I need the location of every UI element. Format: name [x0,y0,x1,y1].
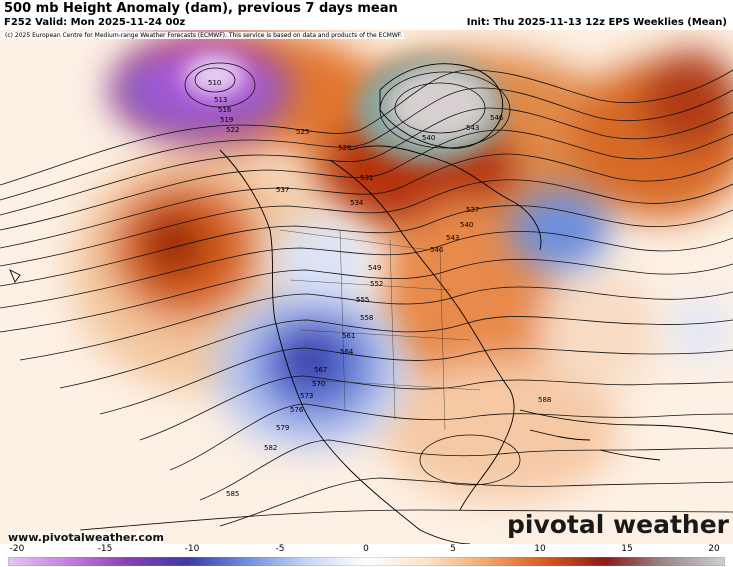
contour-label: 519 [220,116,233,124]
map-title: 500 mb Height Anomaly (dam), previous 7 … [4,1,398,16]
contour-label: 570 [312,380,325,388]
contour-label: 582 [264,444,277,452]
contour-label: 579 [276,424,289,432]
colorbar-ticks: -20 -15 -10 -5 0 5 10 15 20 [0,544,733,556]
contour-label: 537 [466,206,479,214]
contour-label: 522 [226,126,239,134]
contour-label: 555 [356,296,369,304]
contour-label: 516 [218,106,232,114]
colorbar-gradient [8,557,725,566]
colorbar-tick: 0 [363,544,369,554]
contour-label: 561 [342,332,355,340]
copyright-notice: (c) 2025 European Centre for Medium-rang… [3,32,405,39]
contour-label: 537 [276,186,289,194]
colorbar-tick: 20 [708,544,720,554]
contour-label: 558 [360,314,373,322]
contour-label: 552 [370,280,383,288]
contour-labels: 510 513 516 519 522 525 528 531 534 537 … [208,79,551,498]
colorbar-tick: 10 [534,544,546,554]
colorbar-tick: 5 [450,544,456,554]
contour-label: 513 [214,96,227,104]
contour-label: 525 [296,128,309,136]
contour-label: 531 [360,174,373,182]
contour-label: 546 [430,246,444,254]
contour-label: 576 [290,406,304,414]
contour-label: 567 [314,366,327,374]
contour-label: 510 [208,79,221,87]
contour-label: 534 [350,199,364,207]
contour-label: 564 [340,348,354,356]
colorbar-tick: -15 [97,544,113,554]
colorbar-tick: -20 [9,544,25,554]
contour-label: 528 [338,144,351,152]
contour-label: 573 [300,392,313,400]
colorbar-tick: 15 [621,544,633,554]
contour-label: 543 [446,234,459,242]
contour-label: 585 [226,490,239,498]
contour-label: 540 [422,134,435,142]
state-borders [279,229,481,431]
contour-label: 588 [538,396,551,404]
colorbar-tick: -5 [275,544,285,554]
height-contours [0,62,733,531]
site-url[interactable]: www.pivotalweather.com [8,531,164,544]
coastlines [9,63,733,544]
contour-label: 540 [460,221,473,229]
brand-logo: pivotal weather [507,510,729,539]
map-canvas: 510 513 516 519 522 525 528 531 534 537 … [0,30,733,544]
contour-label: 543 [466,124,479,132]
valid-time: F252 Valid: Mon 2025-11-24 00z [4,17,186,28]
colorbar: -20 -15 -10 -5 0 5 10 15 20 [0,544,733,567]
anomaly-map[interactable]: 510 513 516 519 522 525 528 531 534 537 … [0,30,733,544]
contour-label: 549 [368,264,381,272]
contour-label: 546 [490,114,504,122]
init-time: Init: Thu 2025-11-13 12z EPS Weeklies (M… [466,17,727,28]
colorbar-tick: -10 [184,544,200,554]
